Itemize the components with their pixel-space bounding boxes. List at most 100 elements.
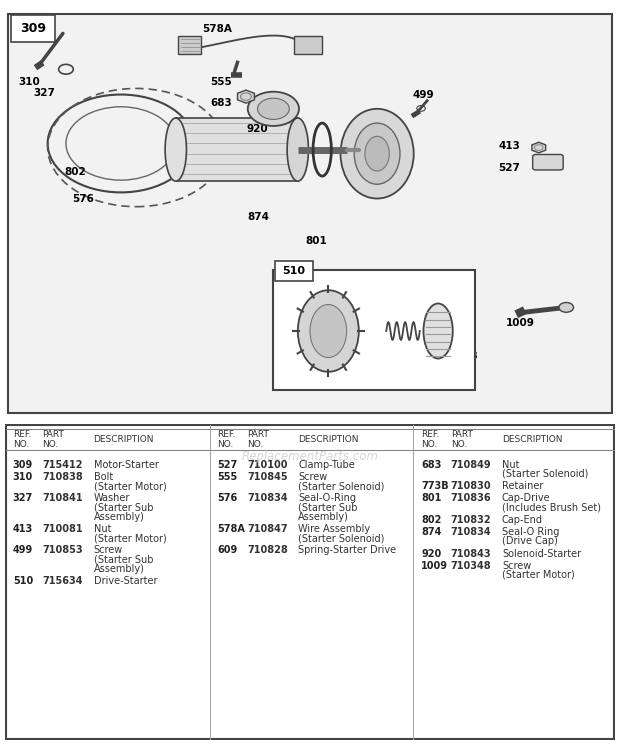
Text: 920: 920 bbox=[246, 124, 268, 134]
Text: 710834: 710834 bbox=[247, 493, 288, 504]
Text: DESCRIPTION: DESCRIPTION bbox=[94, 435, 154, 444]
Text: 710843: 710843 bbox=[451, 548, 491, 559]
Text: (Starter Sub: (Starter Sub bbox=[298, 503, 358, 513]
Text: Assembly): Assembly) bbox=[94, 512, 144, 522]
Text: 510: 510 bbox=[13, 576, 33, 586]
Text: 413: 413 bbox=[13, 524, 33, 534]
Text: Assembly): Assembly) bbox=[298, 512, 349, 522]
Bar bbox=[275, 261, 313, 281]
Text: 710838: 710838 bbox=[42, 472, 83, 482]
Text: 310: 310 bbox=[19, 77, 40, 87]
Text: Seal-O Ring: Seal-O Ring bbox=[502, 527, 559, 537]
Text: 710836: 710836 bbox=[451, 493, 491, 504]
Text: 802: 802 bbox=[421, 515, 441, 525]
Text: 1009: 1009 bbox=[421, 561, 448, 571]
Text: 773B: 773B bbox=[450, 351, 478, 362]
Text: 710853: 710853 bbox=[42, 545, 83, 556]
Text: 874: 874 bbox=[247, 212, 269, 222]
Text: 555: 555 bbox=[218, 472, 237, 482]
Text: 683: 683 bbox=[421, 460, 441, 469]
Bar bbox=[273, 270, 475, 390]
Text: Wire Assembly: Wire Assembly bbox=[298, 524, 370, 534]
Ellipse shape bbox=[298, 290, 359, 372]
Text: Screw: Screw bbox=[298, 472, 327, 482]
Text: DESCRIPTION: DESCRIPTION bbox=[502, 435, 562, 444]
Text: 710849: 710849 bbox=[451, 460, 491, 469]
Text: PART
NO.: PART NO. bbox=[247, 430, 269, 449]
Text: 413: 413 bbox=[498, 141, 520, 151]
Text: Drive-Starter: Drive-Starter bbox=[94, 576, 157, 586]
Text: 499: 499 bbox=[13, 545, 33, 556]
Text: PART
NO.: PART NO. bbox=[42, 430, 64, 449]
Circle shape bbox=[248, 92, 299, 126]
FancyBboxPatch shape bbox=[533, 155, 563, 170]
Text: 710845: 710845 bbox=[247, 472, 288, 482]
Text: 710847: 710847 bbox=[247, 524, 288, 534]
Ellipse shape bbox=[310, 304, 347, 358]
Text: 309: 309 bbox=[13, 460, 33, 469]
Text: 710828: 710828 bbox=[247, 545, 288, 556]
Text: 609: 609 bbox=[218, 545, 237, 556]
Text: PART
NO.: PART NO. bbox=[451, 430, 472, 449]
Text: Retainer: Retainer bbox=[502, 481, 543, 491]
Text: Nut: Nut bbox=[94, 524, 111, 534]
Text: 801: 801 bbox=[305, 237, 327, 246]
Text: (Starter Sub: (Starter Sub bbox=[94, 554, 153, 565]
Bar bbox=[176, 118, 298, 182]
Text: Assembly): Assembly) bbox=[94, 564, 144, 574]
Text: (Starter Motor): (Starter Motor) bbox=[502, 570, 575, 580]
Text: Solenoid-Starter: Solenoid-Starter bbox=[502, 548, 581, 559]
Text: 576: 576 bbox=[72, 193, 94, 204]
Text: 527: 527 bbox=[218, 460, 237, 469]
Text: (Starter Motor): (Starter Motor) bbox=[94, 481, 166, 491]
Text: 527: 527 bbox=[498, 163, 520, 173]
Ellipse shape bbox=[287, 118, 309, 182]
Text: REF.
NO.: REF. NO. bbox=[13, 430, 31, 449]
Text: 683: 683 bbox=[211, 97, 232, 108]
Text: Clamp-Tube: Clamp-Tube bbox=[298, 460, 355, 469]
Ellipse shape bbox=[365, 136, 389, 171]
Text: 327: 327 bbox=[13, 493, 33, 504]
Text: Cap-Drive: Cap-Drive bbox=[502, 493, 551, 504]
Text: Nut: Nut bbox=[502, 460, 520, 469]
Text: (Includes Brush Set): (Includes Brush Set) bbox=[502, 503, 601, 513]
FancyBboxPatch shape bbox=[293, 36, 322, 54]
Ellipse shape bbox=[423, 304, 453, 359]
Text: Spring-Starter Drive: Spring-Starter Drive bbox=[298, 545, 396, 556]
Text: Washer: Washer bbox=[94, 493, 130, 504]
Text: 578A: 578A bbox=[218, 524, 246, 534]
Text: 710834: 710834 bbox=[451, 527, 491, 537]
Text: 715412: 715412 bbox=[42, 460, 83, 469]
Text: 710348: 710348 bbox=[451, 561, 491, 571]
Text: Motor-Starter: Motor-Starter bbox=[94, 460, 158, 469]
Text: 499: 499 bbox=[412, 89, 433, 100]
Text: 801: 801 bbox=[421, 493, 441, 504]
Text: 327: 327 bbox=[33, 89, 56, 98]
FancyBboxPatch shape bbox=[177, 36, 202, 54]
Text: 773B: 773B bbox=[421, 481, 449, 491]
Text: 710841: 710841 bbox=[42, 493, 83, 504]
Text: 710830: 710830 bbox=[451, 481, 491, 491]
Text: (Starter Sub: (Starter Sub bbox=[94, 503, 153, 513]
Text: Cap-End: Cap-End bbox=[502, 515, 543, 525]
Text: REF.
NO.: REF. NO. bbox=[421, 430, 440, 449]
Circle shape bbox=[559, 303, 574, 312]
Text: 802: 802 bbox=[64, 167, 86, 177]
Text: REF.
NO.: REF. NO. bbox=[218, 430, 236, 449]
Text: 310: 310 bbox=[13, 472, 33, 482]
Text: 710081: 710081 bbox=[42, 524, 83, 534]
Text: 874: 874 bbox=[421, 527, 441, 537]
Bar bbox=[11, 15, 55, 42]
Text: (Starter Solenoid): (Starter Solenoid) bbox=[298, 481, 384, 491]
Text: (Starter Motor): (Starter Motor) bbox=[94, 533, 166, 543]
Text: 715634: 715634 bbox=[42, 576, 83, 586]
Text: Screw: Screw bbox=[94, 545, 123, 556]
Text: 576: 576 bbox=[218, 493, 237, 504]
Text: 710100: 710100 bbox=[247, 460, 288, 469]
Text: 1009: 1009 bbox=[506, 318, 535, 328]
Text: 555: 555 bbox=[211, 77, 232, 87]
Text: ReplacementParts.com: ReplacementParts.com bbox=[242, 450, 378, 464]
Ellipse shape bbox=[165, 118, 187, 182]
Text: Seal-O-Ring: Seal-O-Ring bbox=[298, 493, 356, 504]
Text: 578A: 578A bbox=[202, 25, 232, 34]
